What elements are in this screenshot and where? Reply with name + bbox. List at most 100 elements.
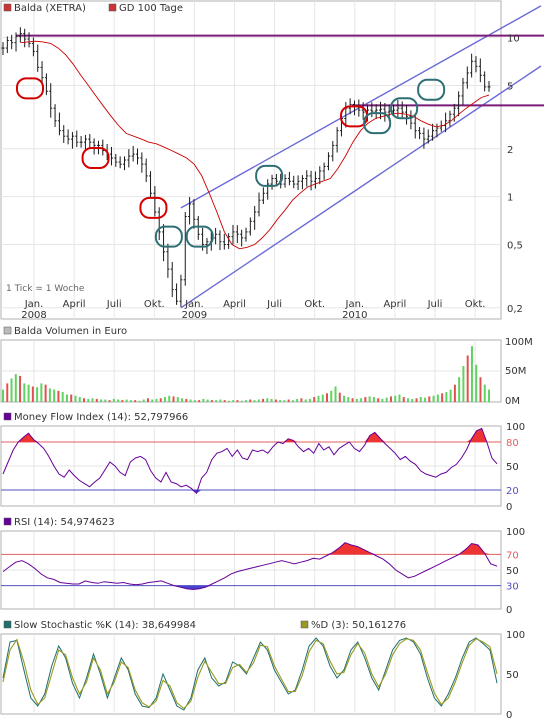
price-x-year-label: 2010 (342, 310, 367, 321)
volume-bar (458, 377, 461, 402)
volume-bar (65, 394, 68, 402)
highlight-circle-teal (417, 78, 446, 101)
volume-bar (14, 374, 17, 402)
vol-tick-100: 100M (505, 337, 533, 348)
volume-bar (394, 395, 397, 402)
volume-bar (470, 346, 473, 402)
volume-bar (129, 400, 132, 402)
highlight-circle-teal (154, 225, 183, 248)
volume-bar (389, 396, 392, 402)
stoch-k-swatch (3, 620, 12, 629)
highlight-circle-red (16, 77, 44, 100)
price-x-month-label: April (223, 299, 246, 310)
volume-panel: Balda Volumen in Euro 100M 50M 0M (0, 326, 533, 407)
price-x-month-label: Okt. (465, 299, 486, 310)
volume-bar (407, 398, 409, 402)
volume-bar (10, 378, 13, 402)
volume-bar (19, 375, 22, 402)
volume-bar (159, 398, 162, 402)
volume-bar (40, 383, 43, 402)
volume-bar (210, 400, 213, 402)
volume-bar (360, 398, 363, 402)
volume-bar (291, 400, 294, 402)
price-x-year-label: 2008 (21, 310, 46, 321)
volume-bar (479, 377, 482, 402)
volume-bar (304, 399, 307, 402)
volume-bar (377, 398, 380, 402)
volume-bar (172, 396, 175, 402)
price-panel: 0,2 0,5 1 2 5 10 Jan. April Juli Okt. Jan. April Ju… (0, 0, 544, 321)
volume-bar (100, 399, 103, 402)
volume-bar (189, 399, 192, 402)
volume-bar (27, 384, 30, 402)
volume-bar (398, 394, 401, 402)
volume-bar (274, 399, 277, 402)
vol-tick-0: 0M (505, 396, 520, 407)
volume-bar (253, 400, 256, 402)
volume-bar (219, 399, 222, 402)
volume-bar (2, 389, 4, 402)
volume-bar (125, 399, 128, 402)
rsi-line (2, 542, 498, 591)
mfi-title: Money Flow Index (14): 52,797966 (14, 412, 188, 423)
volume-bar (368, 396, 371, 402)
volume-bar (432, 395, 435, 402)
volume-bar (112, 398, 115, 402)
volume-bar (95, 398, 98, 402)
rsi-plot: 100 70 50 30 0 (1, 527, 525, 616)
volume-bar (488, 389, 490, 402)
volume-bar (330, 390, 333, 402)
volume-bar (453, 384, 456, 402)
volume-bar (117, 399, 120, 402)
rsi-title-swatch (3, 517, 12, 526)
volume-bar (61, 392, 64, 402)
price-x-axis: Jan. April Juli Okt. Jan. April Juli Okt. Jan. Ap… (21, 299, 485, 321)
volume-bar (193, 400, 196, 402)
legend-sma-swatch (108, 3, 117, 12)
volume-bar (466, 355, 469, 402)
mfi-title-swatch (3, 412, 12, 421)
price-x-month-label: April (383, 299, 406, 310)
volume-bar (313, 397, 316, 402)
volume-bar (87, 398, 90, 402)
price-x-month-label: Juli (427, 299, 443, 310)
volume-bar (385, 397, 388, 402)
volume-bar (155, 398, 158, 402)
volume-bar (6, 383, 9, 402)
legend-sma-label: GD 100 Tage (119, 3, 183, 14)
osc-y-tick-label: 20 (506, 486, 519, 497)
legend-price-label: Balda (XETRA) (14, 3, 86, 14)
volume-bar (262, 398, 265, 402)
stoch-k-line (2, 637, 498, 711)
volume-bar (445, 392, 448, 402)
volume-bar (257, 399, 260, 402)
highlight-circles (16, 77, 446, 248)
volume-bar (181, 398, 184, 402)
price-x-month-label: Juli (106, 299, 122, 310)
volume-bar (326, 393, 328, 402)
mfi-panel: Money Flow Index (14): 52,797966 100 80 50… (0, 412, 525, 513)
volume-bar (206, 399, 209, 402)
highlight-circle-teal (185, 225, 214, 248)
volume-bar (402, 397, 405, 402)
volume-bar (249, 399, 252, 402)
volume-bars (2, 346, 490, 402)
volume-bar (270, 398, 273, 402)
volume-bar (296, 398, 299, 402)
volume-title-swatch (3, 326, 12, 335)
rsi-title: RSI (14): 54,974623 (14, 517, 115, 528)
volume-bar (232, 400, 235, 402)
tick-note: 1 Tick = 1 Woche (6, 284, 85, 294)
osc-y-tick-label: 100 (506, 630, 525, 641)
volume-bar (70, 394, 73, 402)
volume-bar (83, 398, 85, 402)
price-y-tick-label: 0,2 (507, 304, 523, 315)
highlight-circle-teal (390, 97, 419, 120)
volume-bar (104, 399, 107, 402)
legend-price-swatch (3, 3, 12, 12)
volume-bar (146, 398, 149, 402)
mfi-plot: 100 80 50 20 0 (1, 422, 525, 513)
price-series (1, 27, 491, 307)
price-y-tick-label: 1 (507, 193, 513, 204)
price-x-year-label: 2009 (182, 310, 207, 321)
